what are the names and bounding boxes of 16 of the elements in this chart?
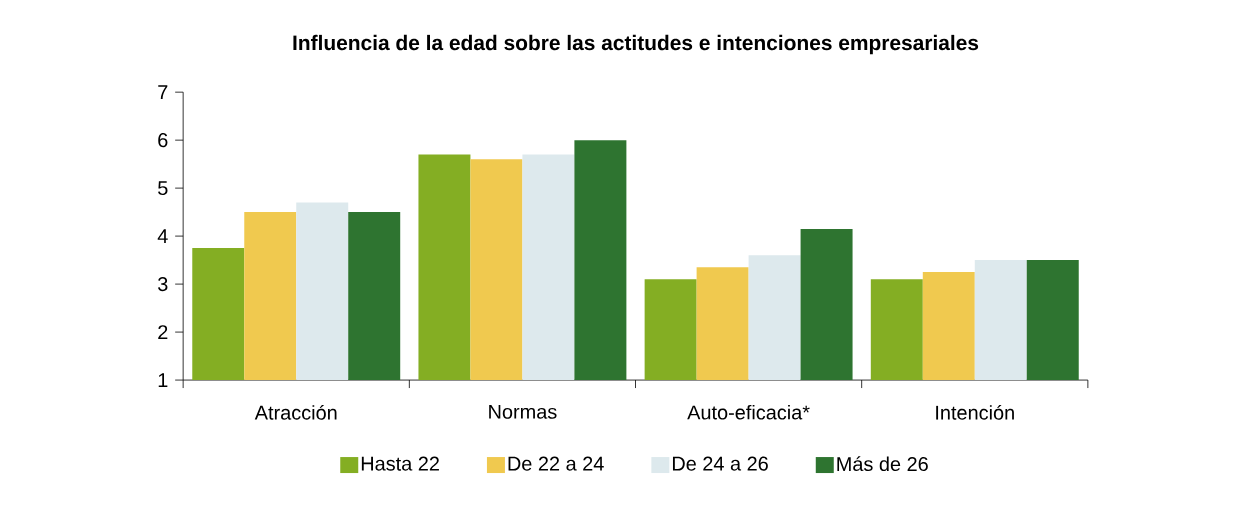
x-tick-label: Normas (489, 404, 557, 419)
legend-label: De 24 a 26 (672, 456, 768, 471)
x-tick-label: Atracción (254, 404, 337, 420)
legend-label: De 22 a 24 (508, 456, 604, 471)
y-tick-label: 1 (158, 373, 168, 387)
y-tick-label: 3 (158, 276, 168, 292)
chart-title: Influencia de la edad sobre las actitudes e intenciones empresariales (293, 34, 979, 55)
legend-label: Más de 26 (837, 456, 928, 471)
y-tick-label: 5 (158, 181, 168, 195)
y-tick-label: 2 (158, 325, 168, 339)
y-tick-label: 6 (158, 132, 168, 148)
legend-label: Hasta 22 (361, 456, 439, 471)
y-tick-label: 7 (158, 85, 168, 99)
y-tick-label: 4 (157, 229, 168, 243)
x-tick-label: Auto-eficacia* (687, 404, 810, 420)
x-tick-label: Intención (936, 404, 1014, 420)
